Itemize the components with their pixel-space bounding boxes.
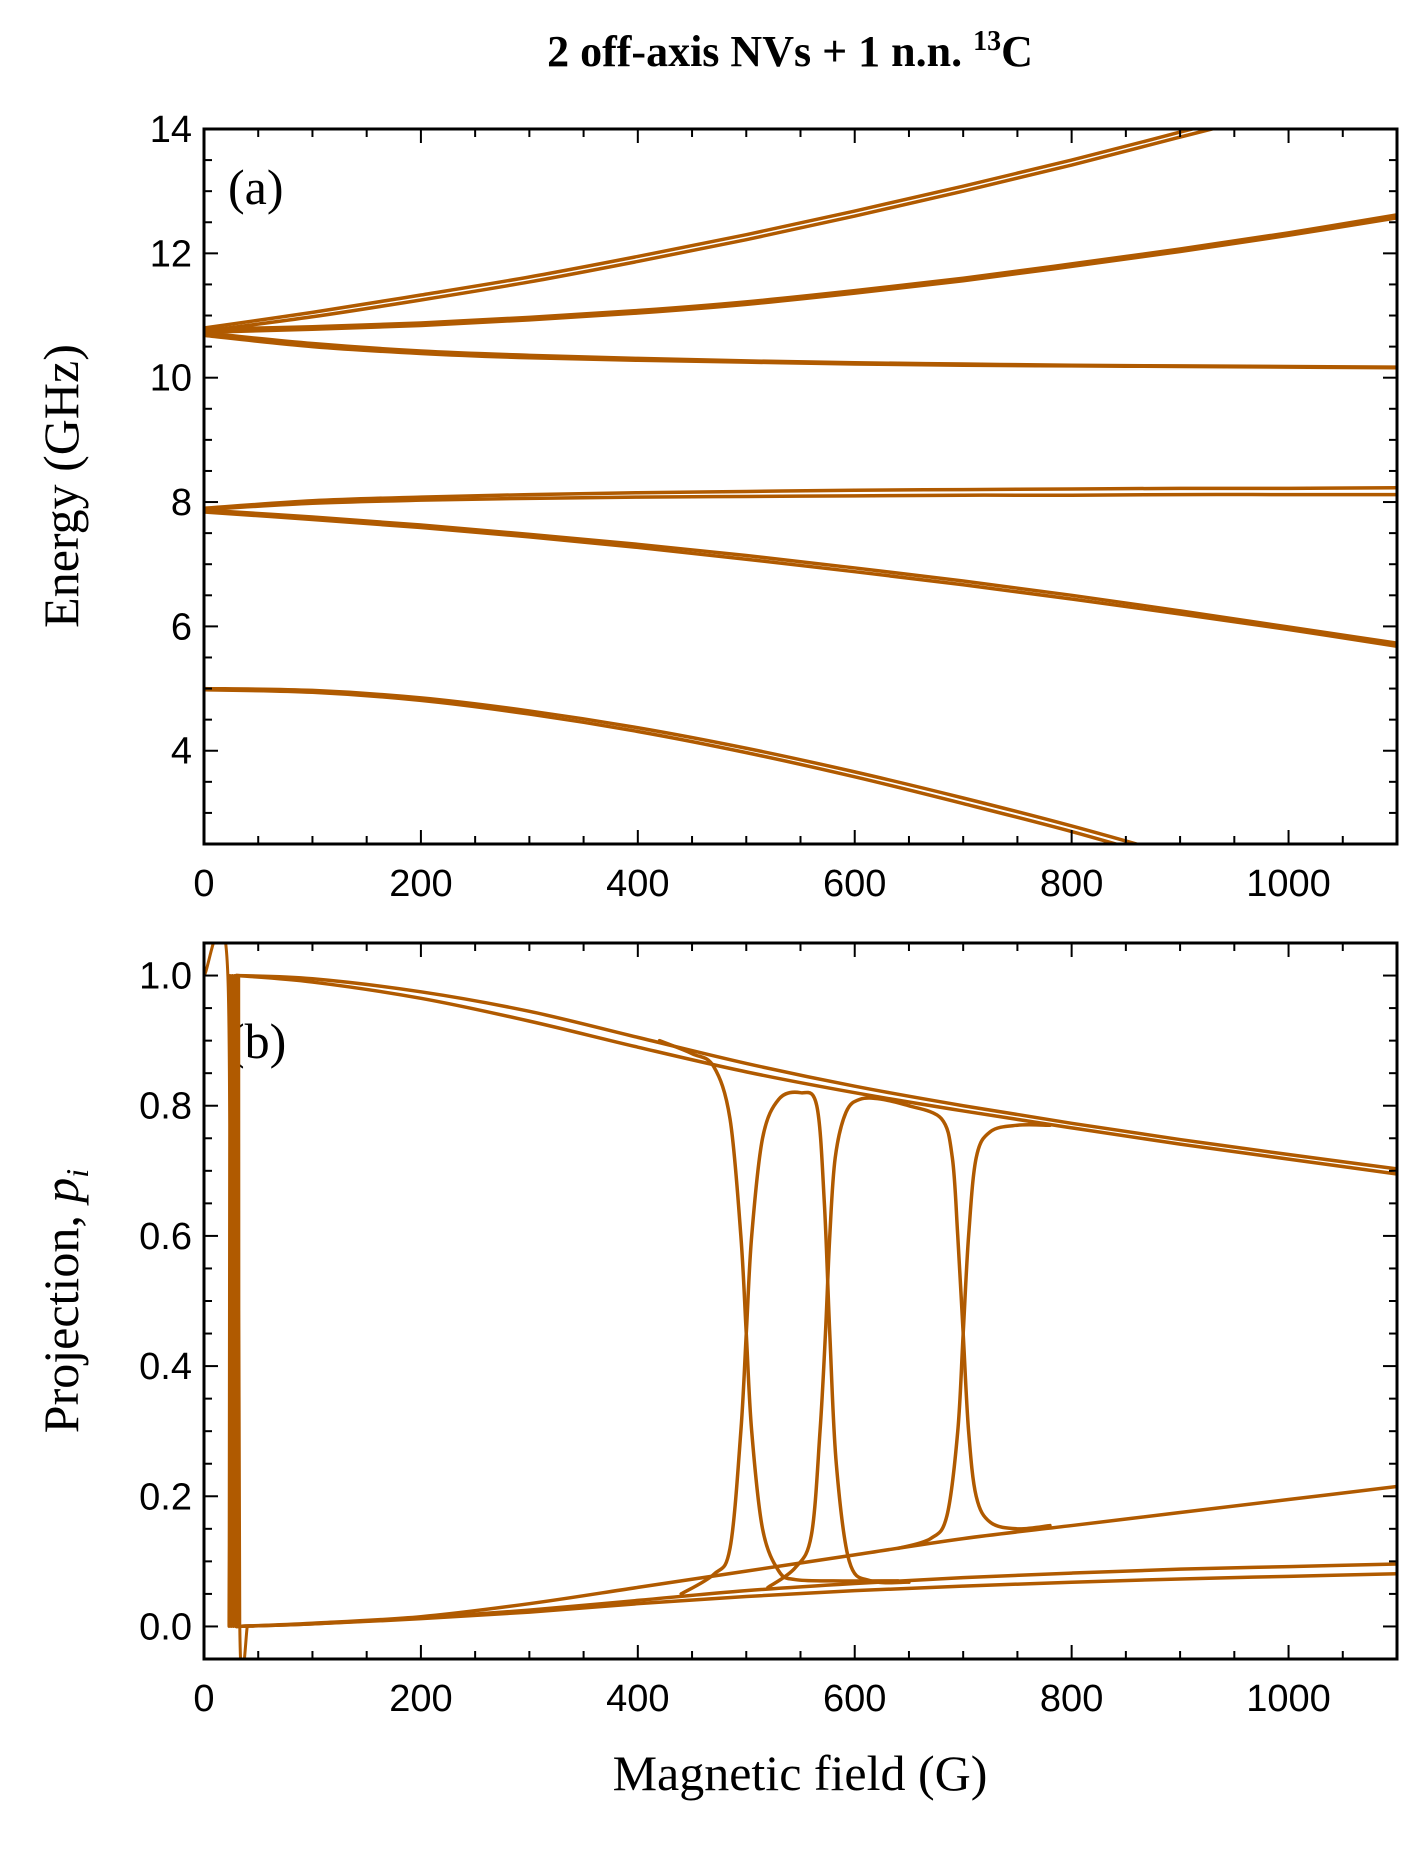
x-tick-label: 800 — [1040, 863, 1103, 905]
y-tick-label: 0.2 — [139, 1476, 192, 1518]
series-C2 — [204, 333, 1397, 370]
series-D1 — [204, 485, 1397, 511]
x-tick-label: 400 — [606, 863, 669, 905]
title-isotope-mass: 13 — [973, 26, 1001, 57]
series-A1 — [204, 129, 1200, 330]
y-axis-label-energy: Energy (GHz) — [33, 344, 89, 628]
series-B1 — [204, 213, 1397, 331]
x-tick-label: 0 — [193, 863, 214, 905]
y-tick-label: 0.4 — [139, 1346, 192, 1388]
series-L3 — [234, 1571, 1397, 1629]
x-tick-label: 600 — [823, 863, 886, 905]
series-S1 — [657, 1038, 900, 1583]
plot-frame — [202, 127, 1399, 846]
series-F2 — [204, 688, 1123, 844]
x-tick-label: 200 — [389, 1678, 452, 1720]
x-tick-label: 0 — [193, 1678, 214, 1720]
y-tick-label: 10 — [150, 358, 192, 400]
title-isotope-symbol: C — [1001, 27, 1033, 76]
y-tick-label: 8 — [171, 482, 192, 524]
y-axis-label-projection: Projection, pi — [33, 1169, 95, 1433]
series-U2 — [234, 973, 1397, 1176]
y-tick-label: 12 — [150, 233, 192, 275]
y-tick-label: 4 — [171, 731, 192, 773]
series-B2 — [204, 216, 1397, 335]
series-F1 — [204, 686, 1143, 844]
y-label-subscript: i — [59, 1169, 95, 1178]
figure-title: 2 off-axis NVs + 1 n.n. 13C — [547, 26, 1033, 76]
panel-label-a: (a) — [228, 159, 284, 215]
y-tick-label: 0.6 — [139, 1216, 192, 1258]
y-tick-label: 14 — [150, 109, 192, 151]
y-tick-label: 1.0 — [139, 956, 192, 998]
series-E1 — [204, 508, 1397, 645]
x-tick-label: 1000 — [1246, 1678, 1331, 1720]
series-Spike — [204, 943, 249, 1659]
curves — [204, 943, 1397, 1659]
y-label-text: Projection, — [33, 1203, 89, 1434]
series-S2 — [679, 1090, 911, 1596]
x-tick-label: 600 — [823, 1678, 886, 1720]
series-E2 — [204, 510, 1397, 649]
plot-frame — [202, 941, 1399, 1661]
energy-panel: (a) Energy (GHz) 0 200 400 600 800 1000 4 6 8 10 1… — [33, 109, 1399, 905]
curves — [204, 129, 1397, 844]
series-D2 — [204, 492, 1397, 512]
title-main: 2 off-axis NVs + 1 n.n. — [547, 27, 973, 76]
y-label-symbol: p — [33, 1178, 89, 1206]
x-tick-label: 1000 — [1246, 863, 1331, 905]
y-tick-label: 0.0 — [139, 1606, 192, 1648]
series-L1 — [234, 1484, 1397, 1629]
series-S3 — [766, 1096, 911, 1590]
y-tick-label: 0.8 — [139, 1086, 192, 1128]
y-tick-label: 6 — [171, 606, 192, 648]
x-tick-label: 200 — [389, 863, 452, 905]
series-A2 — [204, 129, 1219, 333]
series-S4 — [907, 1103, 1052, 1531]
x-tick-label: 800 — [1040, 1678, 1103, 1720]
series-U1 — [234, 973, 1397, 1171]
x-axis-label: Magnetic field (G) — [613, 1745, 988, 1801]
x-tick-label: 400 — [606, 1678, 669, 1720]
series-S5 — [896, 1123, 1052, 1551]
series-L2 — [234, 1562, 1397, 1629]
